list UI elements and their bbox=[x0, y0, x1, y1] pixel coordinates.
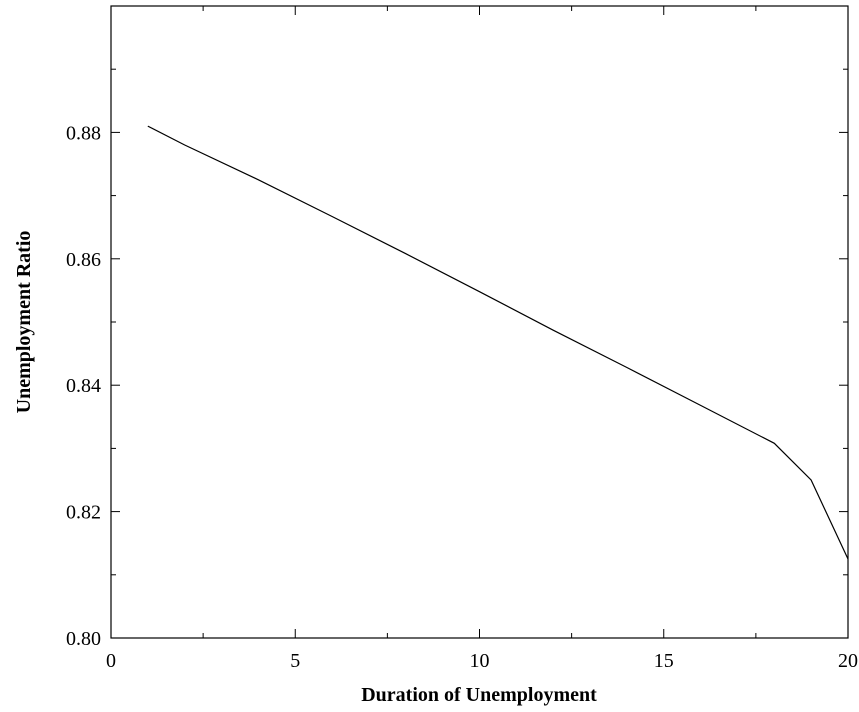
y-tick-label: 0.84 bbox=[66, 375, 101, 397]
series-line bbox=[147, 125, 849, 560]
y-tick-label: 0.86 bbox=[66, 249, 101, 271]
x-tick-label: 0 bbox=[106, 650, 116, 672]
y-tick-labels: 0.80 0.82 0.84 0.86 0.88 bbox=[66, 122, 101, 650]
x-tick-label: 10 bbox=[470, 650, 490, 672]
y-tick-label: 0.88 bbox=[66, 122, 101, 144]
x-axis-title: Duration of Unemployment bbox=[361, 684, 597, 706]
x-tick-labels: 0 5 10 15 20 bbox=[106, 650, 858, 672]
x-tick-label: 20 bbox=[838, 650, 858, 672]
y-tick-label: 0.82 bbox=[66, 502, 101, 524]
x-tick-label: 15 bbox=[654, 650, 674, 672]
plot-frame bbox=[110, 5, 849, 639]
y-tick-label: 0.80 bbox=[66, 628, 101, 650]
x-tick-label: 5 bbox=[290, 650, 300, 672]
y-axis-title: Unemployment Ratio bbox=[13, 231, 35, 414]
tick-marks bbox=[110, 5, 849, 639]
